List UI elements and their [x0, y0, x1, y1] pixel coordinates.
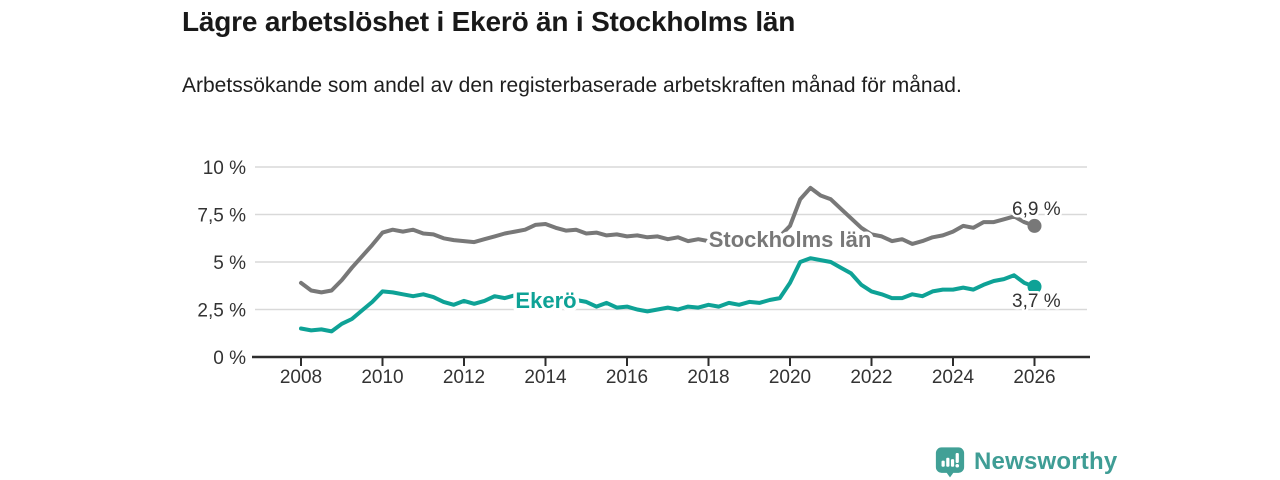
series-name-label: Ekerö	[515, 288, 576, 313]
series-line	[299, 185, 1037, 295]
x-tick-label: 2024	[932, 367, 975, 388]
x-tick-label: 2014	[524, 367, 567, 388]
x-tick-label: 2020	[769, 367, 811, 388]
y-tick-label: 2,5 %	[197, 301, 246, 322]
x-tick-label: 2018	[687, 367, 729, 388]
series-line	[299, 256, 1037, 334]
series-name-label: Stockholms län	[709, 227, 872, 252]
chart-subtitle: Arbetssökande som andel av den registerb…	[182, 74, 962, 97]
newsworthy-logo-icon	[935, 447, 965, 478]
x-tick-label: 2026	[1013, 367, 1055, 388]
x-tick-label: 2016	[606, 367, 648, 388]
series-end-value-label: 6,9 %	[1012, 199, 1061, 220]
x-tick-label: 2010	[361, 367, 403, 388]
chart-title: Lägre arbetslöshet i Ekerö än i Stockhol…	[182, 6, 796, 37]
series-end-dot	[1027, 279, 1042, 294]
x-tick-label: 2008	[280, 367, 322, 388]
brand-name: Newsworthy	[974, 448, 1118, 475]
y-tick-label: 7,5 %	[197, 206, 246, 227]
x-tick-label: 2022	[850, 367, 892, 388]
series-end-dot	[1027, 218, 1042, 233]
series-end-value-label: 3,7 %	[1012, 291, 1061, 312]
brand-footer: Newsworthy	[934, 446, 1117, 478]
y-tick-label: 10 %	[203, 158, 246, 179]
x-tick-label: 2012	[443, 367, 485, 388]
y-tick-label: 0 %	[213, 348, 246, 369]
y-tick-label: 5 %	[213, 253, 246, 274]
